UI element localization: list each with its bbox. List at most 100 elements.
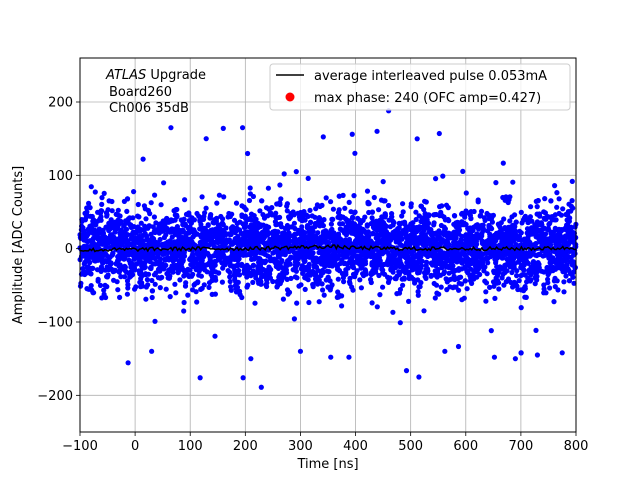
sample-point bbox=[149, 294, 155, 301]
sample-point bbox=[532, 275, 538, 281]
sample-point bbox=[308, 270, 314, 276]
x-tick-label: −100 bbox=[62, 439, 98, 454]
sample-point bbox=[178, 217, 184, 223]
sample-point bbox=[82, 269, 88, 275]
sample-point bbox=[125, 282, 131, 288]
sample-point bbox=[420, 219, 426, 225]
sample-point bbox=[538, 220, 544, 226]
sample-point bbox=[567, 258, 573, 265]
sample-point bbox=[499, 238, 505, 244]
sample-point bbox=[236, 272, 243, 278]
sample-point bbox=[121, 256, 127, 262]
sample-point bbox=[203, 205, 209, 211]
sample-point bbox=[274, 233, 280, 240]
sample-point bbox=[181, 251, 187, 257]
legend-box bbox=[269, 63, 571, 111]
sample-point bbox=[473, 269, 479, 275]
outlier-point bbox=[442, 348, 448, 354]
sample-point bbox=[459, 210, 465, 216]
sample-point bbox=[150, 261, 156, 267]
sample-point bbox=[244, 229, 250, 235]
sample-point bbox=[212, 262, 218, 268]
sample-point bbox=[137, 227, 144, 233]
sample-point bbox=[541, 286, 547, 292]
sample-point bbox=[453, 284, 459, 290]
sample-point bbox=[91, 290, 97, 296]
sample-point bbox=[206, 284, 212, 290]
sample-point bbox=[434, 290, 440, 296]
sample-point bbox=[341, 279, 347, 285]
sample-point bbox=[501, 282, 507, 288]
sample-point bbox=[382, 211, 388, 217]
sample-point bbox=[121, 252, 127, 259]
sample-point bbox=[545, 276, 551, 282]
sample-point bbox=[558, 259, 564, 265]
sample-point bbox=[341, 253, 347, 259]
sample-point bbox=[419, 231, 425, 237]
sample-point bbox=[142, 264, 148, 270]
sample-point bbox=[155, 260, 161, 267]
sample-point bbox=[228, 287, 234, 293]
sample-point bbox=[517, 249, 524, 255]
sample-point bbox=[389, 214, 395, 220]
sample-point bbox=[131, 189, 137, 195]
sample-point bbox=[126, 257, 132, 263]
sample-point bbox=[516, 233, 523, 240]
sample-point bbox=[182, 197, 188, 203]
sample-point bbox=[392, 275, 398, 282]
sample-point bbox=[329, 235, 335, 241]
sample-point bbox=[292, 259, 298, 265]
sample-point bbox=[379, 266, 385, 272]
y-tick-label: 0 bbox=[65, 242, 73, 257]
sample-point bbox=[563, 273, 569, 279]
sample-point bbox=[194, 210, 200, 217]
sample-point bbox=[360, 259, 366, 265]
sample-point bbox=[81, 243, 87, 249]
sample-point bbox=[212, 333, 218, 339]
sample-point bbox=[475, 199, 481, 205]
sample-point bbox=[138, 220, 144, 226]
sample-point bbox=[248, 236, 254, 242]
sample-point bbox=[542, 210, 549, 216]
sample-point bbox=[403, 255, 409, 261]
sample-point bbox=[396, 269, 402, 275]
sample-point bbox=[343, 224, 349, 230]
sample-point bbox=[513, 219, 519, 225]
sample-point bbox=[418, 265, 424, 271]
sample-point bbox=[207, 213, 213, 220]
svg-text:ATLAS Upgrade: ATLAS Upgrade bbox=[105, 68, 206, 83]
sample-point bbox=[151, 240, 157, 246]
sample-point bbox=[262, 260, 268, 266]
sample-point bbox=[378, 240, 384, 246]
sample-point bbox=[555, 287, 561, 293]
sample-point bbox=[99, 241, 105, 247]
sample-point bbox=[416, 374, 422, 380]
sample-point bbox=[245, 150, 251, 157]
sample-point bbox=[392, 228, 398, 234]
sample-point bbox=[462, 233, 468, 239]
sample-point bbox=[245, 267, 251, 273]
sample-point bbox=[566, 278, 573, 284]
sample-point bbox=[118, 227, 124, 233]
sample-point bbox=[371, 194, 377, 201]
sample-point bbox=[502, 251, 509, 257]
sample-point bbox=[381, 261, 387, 268]
sample-point bbox=[227, 213, 233, 220]
sample-point bbox=[241, 204, 247, 210]
sample-point bbox=[246, 197, 253, 204]
sample-point bbox=[456, 224, 462, 230]
sample-point bbox=[547, 220, 553, 226]
sample-point bbox=[288, 275, 294, 281]
sample-point bbox=[351, 193, 357, 199]
x-tick-label: 400 bbox=[343, 439, 368, 454]
sample-point bbox=[328, 199, 334, 205]
sample-point bbox=[465, 225, 471, 231]
sample-point bbox=[364, 222, 370, 228]
sample-point bbox=[223, 225, 229, 231]
sample-point bbox=[163, 232, 169, 238]
sample-point bbox=[504, 234, 510, 240]
sample-point bbox=[299, 218, 305, 224]
sample-point bbox=[318, 234, 324, 240]
sample-point bbox=[373, 235, 379, 241]
sample-point bbox=[423, 199, 429, 205]
